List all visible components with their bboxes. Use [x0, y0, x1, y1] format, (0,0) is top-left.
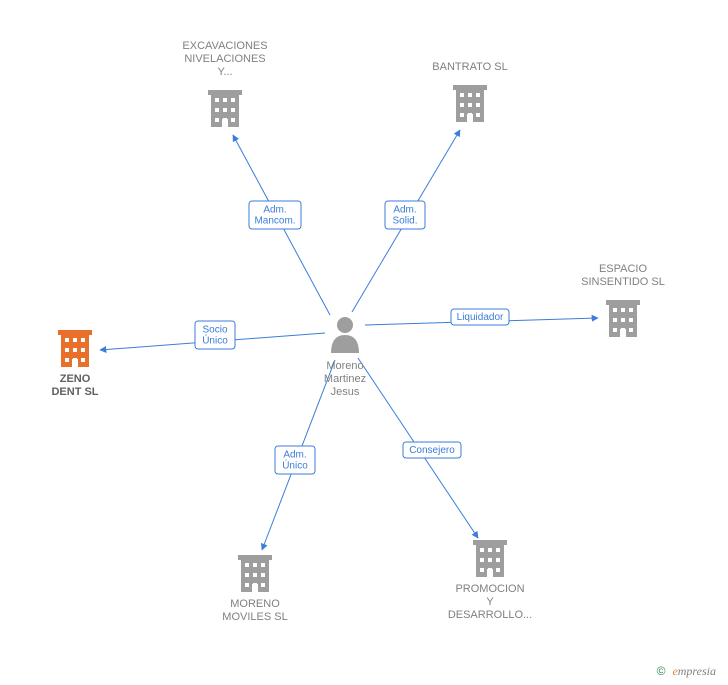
building-icon — [238, 555, 272, 592]
person-icon — [331, 317, 359, 353]
node-label: SINSENTIDO SL — [581, 276, 665, 288]
building-icon — [453, 85, 487, 122]
node-label: Y... — [217, 66, 232, 78]
building-icon — [606, 300, 640, 337]
node-label: DENT SL — [51, 386, 98, 398]
network-diagram: Adm.Mancom.Adm.Solid.LiquidadorSocioÚnic… — [0, 0, 728, 685]
edge-label-text: Adm. — [393, 205, 416, 216]
edge-label-text: Adm. — [283, 450, 306, 461]
copyright-symbol: © — [657, 664, 666, 678]
edge-label-text: Solid. — [392, 216, 417, 227]
edge-label-text: Único — [282, 459, 308, 472]
building-icon — [208, 90, 242, 127]
node-label: ESPACIO — [599, 263, 648, 275]
edge-label-text: Liquidador — [457, 312, 504, 323]
center-node-label: Martinez — [324, 373, 366, 385]
node-label: DESARROLLO... — [448, 609, 532, 621]
node-label: PROMOCION — [455, 583, 524, 595]
edge-label-text: Único — [202, 334, 228, 347]
building-icon — [58, 330, 92, 367]
edge-label-text: Socio — [202, 325, 227, 336]
node-label: MORENO — [230, 598, 280, 610]
node-label: MOVILES SL — [222, 611, 287, 623]
center-node-label: Jesus — [331, 386, 360, 398]
footer-credit: © empresia — [657, 664, 716, 679]
node-label: BANTRATO SL — [432, 61, 507, 73]
edge-label-text: Adm. — [263, 205, 286, 216]
edge-label-text: Mancom. — [254, 216, 295, 227]
building-icon — [473, 540, 507, 577]
node-label: EXCAVACIONES — [182, 40, 267, 52]
brand-rest: mpresia — [678, 664, 716, 678]
node-label: ZENO — [60, 373, 91, 385]
center-node-label: Moreno — [326, 360, 363, 372]
edge-label-text: Consejero — [409, 445, 455, 456]
node-label: NIVELACIONES — [184, 53, 265, 65]
node-label: Y — [486, 596, 494, 608]
